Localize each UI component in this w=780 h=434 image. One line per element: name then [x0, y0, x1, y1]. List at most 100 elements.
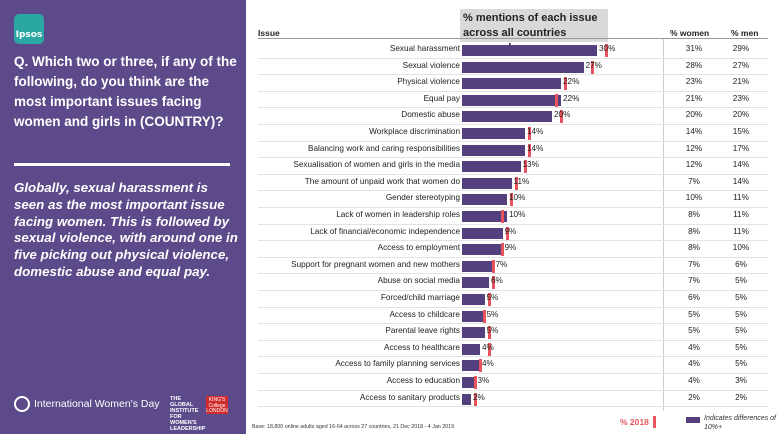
- header-rule: [258, 38, 768, 39]
- value-label: 6%: [491, 276, 503, 286]
- men-value: 3%: [735, 376, 747, 385]
- legend-2018-label: % 2018: [620, 417, 649, 427]
- column-divider: [663, 39, 664, 411]
- women-value: 12%: [685, 160, 703, 170]
- women-value: 12%: [685, 143, 703, 153]
- table-row: Forced/child marriage 5% 6% 5%: [258, 291, 768, 308]
- legend-diff-label: Indicates differences of 10%+: [704, 415, 776, 431]
- women-value: 23%: [685, 77, 703, 87]
- men-value: 14%: [732, 160, 750, 170]
- issue-label: Domestic abuse: [401, 110, 460, 120]
- women-value: 6%: [688, 293, 700, 302]
- base-note: Base: 18,800 online adults aged 16-64 ac…: [252, 424, 455, 430]
- marker-2018: [564, 77, 567, 91]
- value-label: 5%: [486, 293, 499, 302]
- bar-current: [462, 111, 552, 123]
- bar-current: [462, 260, 494, 272]
- men-value: 5%: [735, 276, 747, 286]
- issue-label: Lack of women in leadership roles: [336, 210, 460, 219]
- header-women: % women: [670, 28, 710, 38]
- marker-2018: [505, 226, 509, 240]
- bar-current: [462, 211, 507, 222]
- value-label: 4%: [482, 342, 494, 352]
- bar-current: [462, 128, 525, 139]
- issue-label: Sexualisation of women and girls in the …: [293, 160, 460, 170]
- marker-2018: [559, 110, 563, 124]
- table-row: Access to family planning services 4% 4% 5%: [258, 357, 768, 374]
- table-row: The amount of unpaid work that women do 1…: [258, 175, 768, 192]
- bar-current: [462, 78, 561, 90]
- table-row: Sexual harassment 30% 31% 29%: [258, 42, 768, 59]
- bar-current: [462, 161, 521, 173]
- men-value: 2%: [735, 392, 747, 402]
- table-row: Sexualisation of women and girls in the …: [258, 158, 768, 175]
- issue-label: The amount of unpaid work that women do: [304, 176, 460, 186]
- value-label: 9%: [504, 243, 517, 253]
- women-value: 8%: [688, 243, 700, 253]
- women-value: 7%: [688, 259, 700, 269]
- issue-label: Support for pregnant women and new mothe…: [291, 259, 460, 269]
- women-value: 5%: [688, 326, 700, 336]
- marker-2018: [487, 342, 491, 356]
- legend-2018: % 2018: [620, 416, 656, 428]
- men-value: 27%: [732, 60, 750, 70]
- value-label: 7%: [495, 259, 508, 269]
- bar-current: [462, 343, 480, 355]
- men-value: 23%: [732, 93, 750, 103]
- women-value: 28%: [685, 60, 703, 70]
- marker-2018: [501, 210, 504, 223]
- value-label: 22%: [563, 93, 580, 103]
- iwd-text: International Women's Day: [34, 398, 160, 410]
- men-value: 10%: [732, 243, 750, 253]
- women-value: 7%: [688, 176, 700, 186]
- bar-current: [462, 45, 597, 56]
- men-value: 5%: [735, 293, 747, 302]
- bar-current: [462, 194, 507, 206]
- women-value: 2%: [688, 392, 700, 402]
- table-row: Parental leave rights 5% 5% 5%: [258, 324, 768, 341]
- table-row: Access to education 3% 4% 3%: [258, 374, 768, 391]
- header-men: % men: [731, 28, 759, 38]
- issue-label: Balancing work and caring responsibiliti…: [307, 143, 460, 153]
- marker-2018: [501, 243, 504, 257]
- bar-current: [462, 144, 525, 156]
- legend-2018-marker: [652, 416, 656, 428]
- marker-2018: [478, 359, 482, 373]
- issue-label: Physical violence: [397, 77, 460, 87]
- marker-2018: [514, 176, 518, 190]
- men-value: 5%: [735, 359, 747, 369]
- value-label: 22%: [563, 77, 580, 87]
- bar-current: [462, 277, 489, 289]
- bar-current: [462, 61, 584, 73]
- value-label: 9%: [504, 226, 517, 236]
- women-value: 31%: [685, 44, 703, 53]
- marker-2018: [492, 259, 495, 273]
- header-main: % mentions of each issue across all coun…: [460, 9, 608, 54]
- bar-current: [462, 377, 476, 388]
- table-row: Gender stereotyping 10% 10% 11%: [258, 191, 768, 208]
- value-label: 13%: [522, 160, 539, 170]
- bar-current: [462, 393, 471, 405]
- marker-2018: [474, 376, 477, 389]
- value-label: 10%: [509, 210, 526, 219]
- men-value: 17%: [732, 143, 750, 153]
- issue-label: Equal pay: [423, 93, 460, 103]
- women-value: 5%: [688, 309, 700, 319]
- issue-label: Forced/child marriage: [380, 293, 460, 302]
- men-value: 21%: [732, 77, 750, 87]
- bar-current: [462, 360, 480, 372]
- table-row: Abuse on social media 6% 7% 5%: [258, 274, 768, 291]
- value-label: 14%: [527, 143, 544, 153]
- women-value: 7%: [688, 276, 700, 286]
- issue-label: Abuse on social media: [377, 276, 460, 286]
- bar-current: [462, 327, 485, 339]
- issue-label: Parental leave rights: [385, 326, 460, 336]
- men-value: 11%: [733, 226, 749, 236]
- bar-current: [462, 227, 503, 239]
- issue-label: Access to employment: [377, 243, 460, 253]
- men-value: 20%: [732, 110, 750, 120]
- value-label: 2%: [473, 392, 485, 402]
- issue-label: Access to family planning services: [335, 359, 460, 369]
- issue-label: Access to childcare: [389, 309, 460, 319]
- women-value: 14%: [685, 127, 703, 136]
